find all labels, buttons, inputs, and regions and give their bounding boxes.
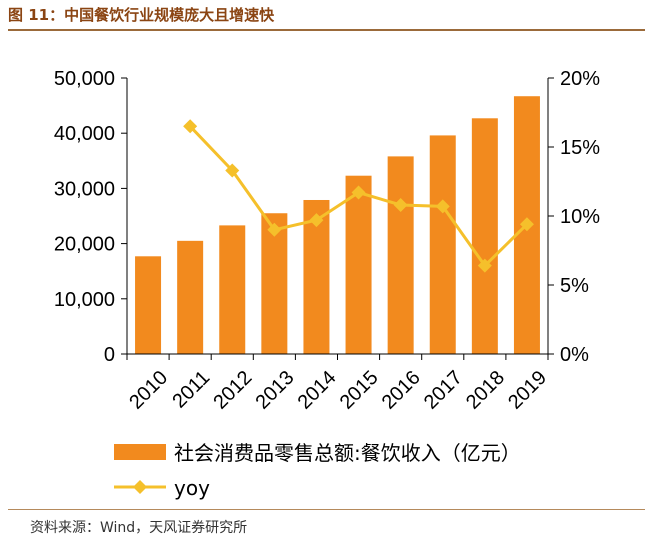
left-tick-label: 50,000 (54, 68, 115, 90)
x-tick-label: 2015 (336, 367, 383, 414)
title-divider (8, 29, 645, 31)
yoy-point-2016[interactable] (393, 197, 408, 212)
x-tick-label: 2013 (251, 367, 298, 414)
right-tick-label: 10% (560, 206, 600, 228)
x-tick-label: 2017 (420, 367, 467, 414)
x-tick-label: 2010 (125, 367, 172, 414)
right-tick-label: 0% (560, 344, 589, 366)
yoy-point-2014[interactable] (309, 213, 324, 228)
source-note: 资料来源：Wind，天风证券研究所 (30, 520, 248, 536)
left-tick-label: 20,000 (54, 234, 115, 256)
yoy-point-2017[interactable] (435, 199, 450, 214)
x-tick-label: 2019 (504, 367, 551, 414)
x-tick-label: 2016 (378, 367, 425, 414)
bar-series (135, 96, 540, 355)
yoy-point-2018[interactable] (477, 258, 492, 273)
bar-2016[interactable] (387, 156, 414, 354)
x-tick-label: 2012 (209, 367, 256, 414)
legend-bar-label: 社会消费品零售总额:餐饮收入（亿元） (174, 441, 521, 465)
right-tick-label: 15% (560, 137, 600, 159)
right-tick-label: 5% (560, 275, 589, 297)
left-tick-label: 40,000 (54, 123, 115, 145)
right-tick-label: 20% (560, 68, 600, 90)
bar-2017[interactable] (429, 135, 456, 354)
bar-2018[interactable] (471, 118, 498, 355)
left-tick-label: 10,000 (54, 289, 115, 311)
bar-2012[interactable] (219, 225, 246, 354)
legend-marker-icon (133, 480, 147, 494)
yoy-point-2015[interactable] (351, 185, 366, 200)
figure-title: 图 11：中国餐饮行业规模庞大且增速快 (8, 6, 275, 24)
bar-2015[interactable] (345, 175, 372, 354)
source-divider (8, 509, 645, 510)
legend: 社会消费品零售总额:餐饮收入（亿元） yoy (114, 441, 521, 500)
x-tick-label: 2014 (294, 367, 341, 414)
legend-bar-swatch (114, 444, 166, 460)
left-tick-label: 30,000 (54, 178, 115, 200)
yoy-point-2019[interactable] (519, 217, 534, 232)
yoy-point-2012[interactable] (225, 163, 240, 178)
x-tick-label: 2011 (168, 367, 214, 413)
bar-2010[interactable] (135, 256, 162, 354)
axes: 0 10,000 20,000 30,000 40,000 50,000 0% 5% 10% 15… (54, 68, 600, 366)
x-tick-label: 2018 (462, 367, 509, 414)
left-tick-label: 0 (104, 344, 115, 366)
yoy-series (183, 119, 534, 273)
yoy-point-2011[interactable] (183, 119, 198, 134)
legend-line-label: yoy (174, 476, 210, 500)
bar-2011[interactable] (177, 240, 204, 354)
yoy-point-2013[interactable] (267, 222, 282, 237)
